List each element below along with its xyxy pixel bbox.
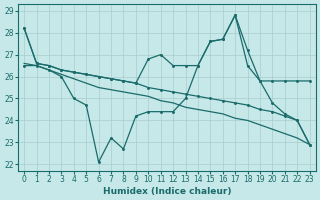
- X-axis label: Humidex (Indice chaleur): Humidex (Indice chaleur): [103, 187, 231, 196]
